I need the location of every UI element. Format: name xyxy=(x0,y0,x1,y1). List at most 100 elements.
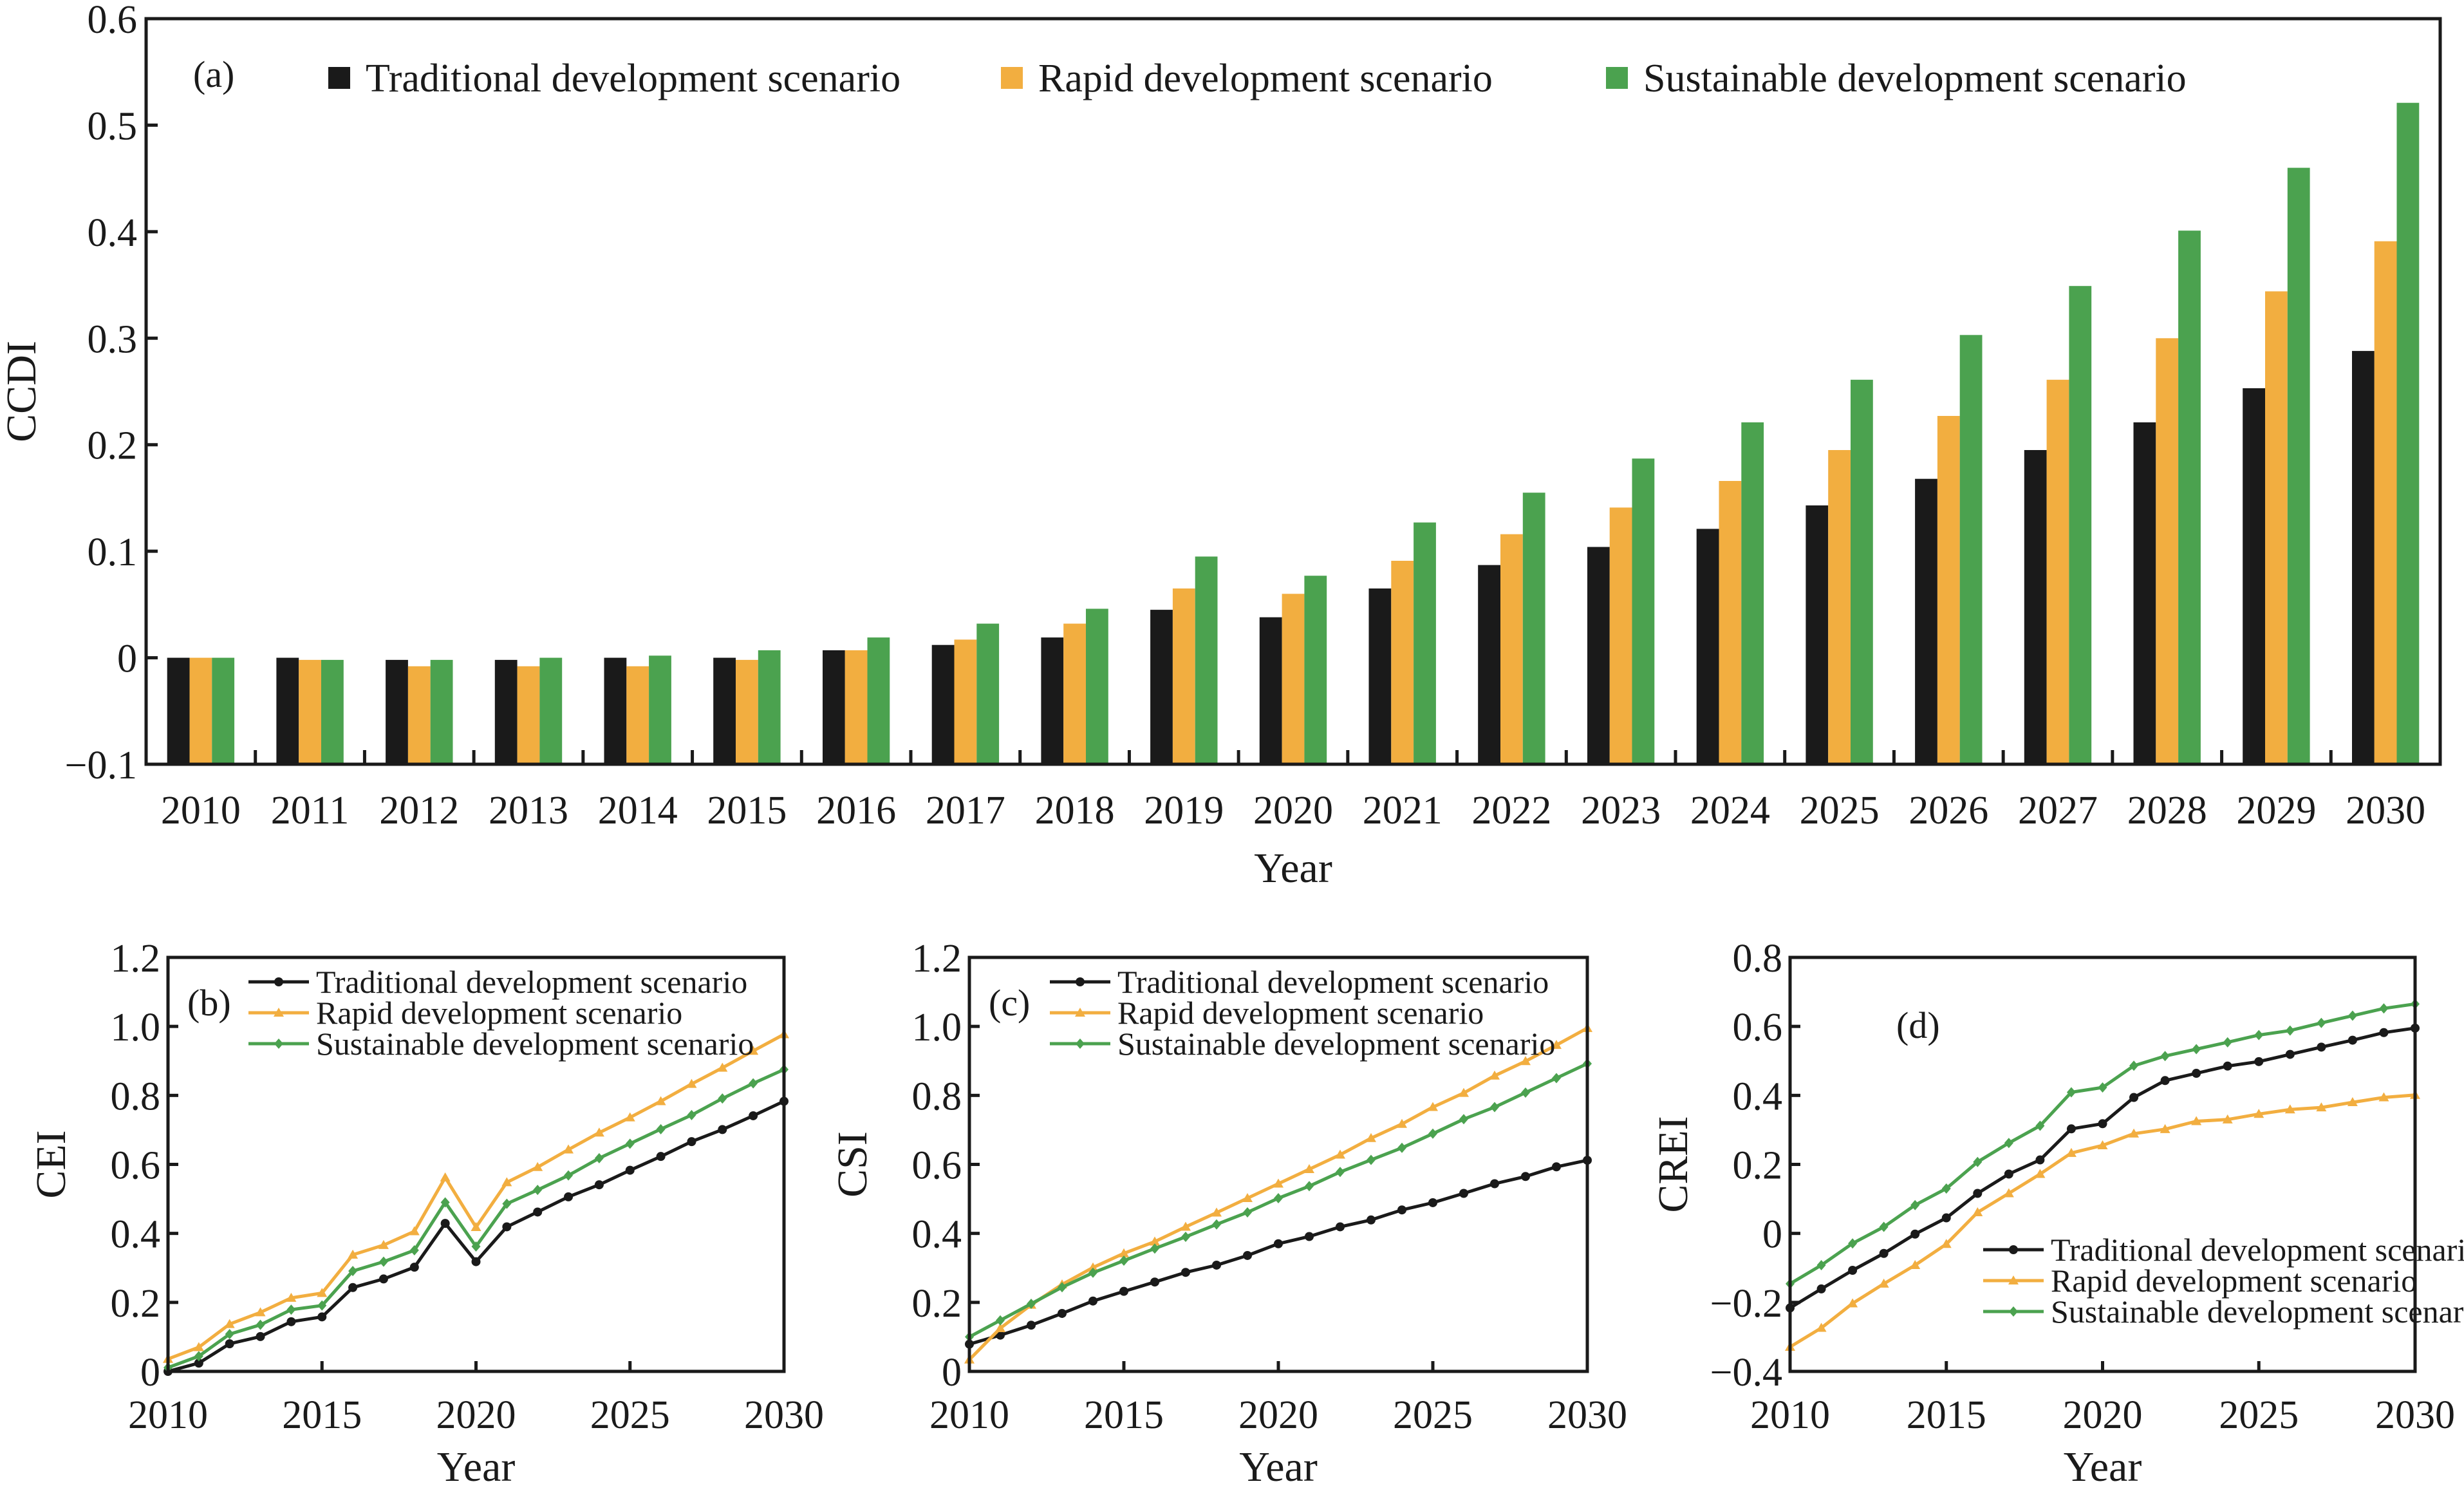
point-traditional-2015 xyxy=(1941,1213,1951,1223)
point-sustainable-2019 xyxy=(440,1197,450,1208)
legend-label-sustainable: Sustainable development scenario xyxy=(1117,1026,1555,1062)
legend-label-rapid: Rapid development scenario xyxy=(1117,995,1484,1031)
point-traditional-2026 xyxy=(1459,1189,1468,1198)
point-traditional-2021 xyxy=(2129,1093,2139,1102)
y-axis-title: CEI xyxy=(28,1130,75,1198)
point-sustainable-2028 xyxy=(2347,1010,2357,1021)
point-traditional-2025 xyxy=(625,1165,635,1175)
bar-rapid-2027 xyxy=(2046,379,2069,764)
legend-marker-rapid xyxy=(1075,1008,1085,1017)
point-rapid-2017 xyxy=(2003,1188,2014,1198)
y-tick-label: 1.0 xyxy=(111,1006,161,1049)
x-axis-title: Year xyxy=(1254,845,1332,892)
bar-sustainable-2023 xyxy=(1632,458,1655,764)
point-rapid-2011 xyxy=(193,1342,204,1351)
legend-swatch-rapid xyxy=(1001,67,1023,89)
x-tick-label: 2025 xyxy=(2219,1393,2299,1437)
point-rapid-2029 xyxy=(1551,1040,1562,1049)
legend-label-traditional: Traditional development scenario xyxy=(2051,1232,2464,1268)
y-tick-label: 0.8 xyxy=(912,1075,962,1118)
legend-marker-rapid xyxy=(2008,1275,2019,1284)
legend-label-traditional: Traditional development scenario xyxy=(366,57,901,100)
bar-traditional-2029 xyxy=(2243,388,2265,764)
panel-c-csi-line-chart: 0 0.2 0.4 0.6 0.8 1.0 1.2 2010 2015 2020 2025 2030 Y… xyxy=(829,937,1627,1486)
x-tick-label: 2014 xyxy=(598,789,678,832)
point-traditional-2012 xyxy=(1848,1266,1858,1275)
point-traditional-2029 xyxy=(2379,1028,2389,1037)
point-rapid-2028 xyxy=(717,1062,728,1072)
point-traditional-2027 xyxy=(2317,1042,2326,1052)
bar-sustainable-2021 xyxy=(1414,522,1436,764)
point-rapid-2028 xyxy=(2347,1097,2358,1107)
point-rapid-2023 xyxy=(2191,1116,2202,1125)
bar-traditional-2016 xyxy=(823,650,845,764)
point-sustainable-2029 xyxy=(2379,1003,2389,1014)
point-traditional-2019 xyxy=(440,1219,450,1228)
point-traditional-2024 xyxy=(594,1180,604,1190)
point-rapid-2025 xyxy=(624,1112,635,1122)
point-traditional-2018 xyxy=(2035,1155,2045,1165)
point-traditional-2024 xyxy=(2223,1061,2232,1071)
point-sustainable-2016 xyxy=(1973,1156,1983,1167)
x-axis-title: Year xyxy=(2064,1444,2142,1486)
bar-rapid-2019 xyxy=(1172,588,1195,764)
bar-sustainable-2029 xyxy=(2287,167,2310,765)
point-traditional-2014 xyxy=(1910,1229,1920,1239)
point-sustainable-2023 xyxy=(2192,1044,2201,1055)
panel-a-ccdi-bar-chart: −0.1 0 0.1 0.2 0.3 0.4 0.5 0.6 2010 2011 2012 2013 2… xyxy=(0,0,2442,892)
y-tick-label: 1.0 xyxy=(912,1006,962,1049)
x-axis-title: Year xyxy=(437,1444,516,1486)
y-axis-title: CCDI xyxy=(0,341,45,442)
point-rapid-2028 xyxy=(1520,1056,1531,1066)
point-traditional-2027 xyxy=(1490,1179,1499,1189)
point-sustainable-2013 xyxy=(1879,1221,1889,1232)
point-rapid-2013 xyxy=(1878,1278,1889,1288)
point-sustainable-2018 xyxy=(2035,1120,2045,1131)
y-tick-label: 0.6 xyxy=(1733,1006,1783,1049)
bar-sustainable-2030 xyxy=(2396,102,2420,765)
point-traditional-2021 xyxy=(502,1222,512,1232)
point-traditional-2023 xyxy=(2192,1069,2201,1078)
point-rapid-2020 xyxy=(471,1222,481,1232)
x-tick-label: 2030 xyxy=(1547,1393,1627,1437)
point-sustainable-2028 xyxy=(1521,1087,1530,1098)
y-tick-label: 0.4 xyxy=(912,1213,962,1257)
point-traditional-2020 xyxy=(2098,1119,2107,1129)
bar-sustainable-2019 xyxy=(1195,556,1218,764)
point-traditional-2013 xyxy=(1058,1308,1067,1318)
bar-traditional-2019 xyxy=(1150,610,1173,764)
bar-rapid-2013 xyxy=(517,666,540,764)
point-sustainable-2017 xyxy=(1181,1232,1190,1243)
point-sustainable-2011 xyxy=(194,1351,203,1362)
point-traditional-2016 xyxy=(1973,1189,1983,1198)
bar-rapid-2022 xyxy=(1500,534,1523,764)
point-rapid-2016 xyxy=(1150,1236,1160,1246)
point-traditional-2018 xyxy=(409,1263,419,1272)
bar-traditional-2027 xyxy=(2024,450,2047,764)
point-rapid-2014 xyxy=(1088,1262,1098,1272)
point-rapid-2029 xyxy=(748,1046,759,1055)
x-tick-label: 2020 xyxy=(436,1393,516,1437)
bar-sustainable-2026 xyxy=(1959,335,1983,764)
point-rapid-2023 xyxy=(563,1144,574,1154)
bar-traditional-2015 xyxy=(713,657,736,764)
plot-frame xyxy=(144,17,2442,766)
point-rapid-2019 xyxy=(2066,1147,2077,1157)
bar-sustainable-2012 xyxy=(430,659,453,764)
point-traditional-2014 xyxy=(1088,1296,1097,1306)
point-traditional-2024 xyxy=(1397,1205,1406,1215)
bar-sustainable-2027 xyxy=(2069,286,2092,764)
point-rapid-2024 xyxy=(1397,1118,1407,1128)
bar-rapid-2024 xyxy=(1719,481,1742,764)
bar-traditional-2028 xyxy=(2133,422,2156,764)
point-rapid-2012 xyxy=(1847,1298,1858,1308)
point-traditional-2017 xyxy=(378,1274,388,1284)
bar-traditional-2021 xyxy=(1368,588,1392,764)
legend-label-sustainable: Sustainable development scenario xyxy=(316,1026,754,1062)
x-tick-label: 2010 xyxy=(161,789,241,832)
point-rapid-2023 xyxy=(1366,1133,1376,1142)
point-sustainable-2014 xyxy=(1088,1267,1097,1278)
point-sustainable-2011 xyxy=(996,1315,1005,1326)
bar-sustainable-2020 xyxy=(1304,576,1327,764)
point-sustainable-2027 xyxy=(2317,1017,2326,1028)
